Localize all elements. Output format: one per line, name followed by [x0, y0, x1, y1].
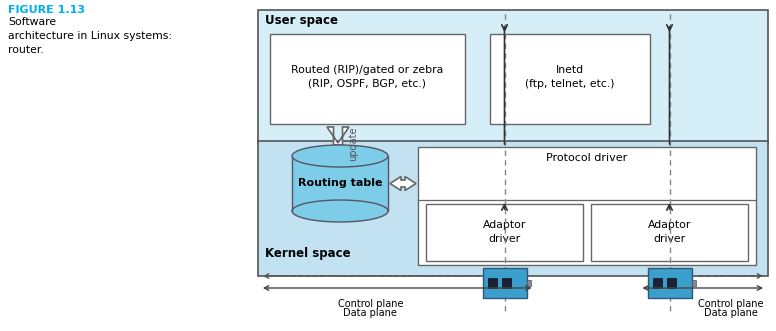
- Text: Inetd
(ftp, telnet, etc.): Inetd (ftp, telnet, etc.): [525, 65, 615, 89]
- Text: Software
architecture in Linux systems:
router.: Software architecture in Linux systems: …: [8, 17, 172, 55]
- Text: Protocol driver: Protocol driver: [546, 153, 628, 163]
- Text: Control plane: Control plane: [338, 299, 403, 309]
- Bar: [502, 277, 511, 288]
- Bar: [487, 277, 497, 288]
- Text: update: update: [348, 127, 358, 161]
- Bar: [667, 277, 676, 288]
- Text: Control plane: Control plane: [698, 299, 764, 309]
- Bar: [691, 280, 695, 286]
- Text: Adaptor
driver: Adaptor driver: [483, 220, 526, 245]
- Polygon shape: [390, 176, 416, 191]
- Text: Kernel space: Kernel space: [265, 247, 351, 260]
- Ellipse shape: [292, 200, 388, 222]
- Text: FIGURE 1.13: FIGURE 1.13: [8, 5, 85, 15]
- Bar: [647, 268, 691, 298]
- Text: Data plane: Data plane: [343, 308, 397, 318]
- Text: Adaptor
driver: Adaptor driver: [648, 220, 691, 245]
- Polygon shape: [327, 127, 349, 145]
- Bar: [426, 204, 583, 261]
- Bar: [653, 277, 662, 288]
- Bar: [483, 268, 526, 298]
- Text: Data plane: Data plane: [704, 308, 757, 318]
- Ellipse shape: [292, 145, 388, 167]
- Bar: [526, 280, 531, 286]
- Bar: [490, 34, 650, 124]
- Bar: [418, 147, 756, 265]
- Bar: [270, 34, 465, 124]
- Bar: [292, 156, 388, 211]
- Text: User space: User space: [265, 14, 338, 27]
- Bar: [591, 204, 748, 261]
- Text: Routing table: Routing table: [298, 178, 383, 188]
- Bar: [258, 141, 768, 276]
- Text: Routed (RIP)/gated or zebra
(RIP, OSPF, BGP, etc.): Routed (RIP)/gated or zebra (RIP, OSPF, …: [291, 65, 444, 89]
- Bar: [258, 10, 768, 143]
